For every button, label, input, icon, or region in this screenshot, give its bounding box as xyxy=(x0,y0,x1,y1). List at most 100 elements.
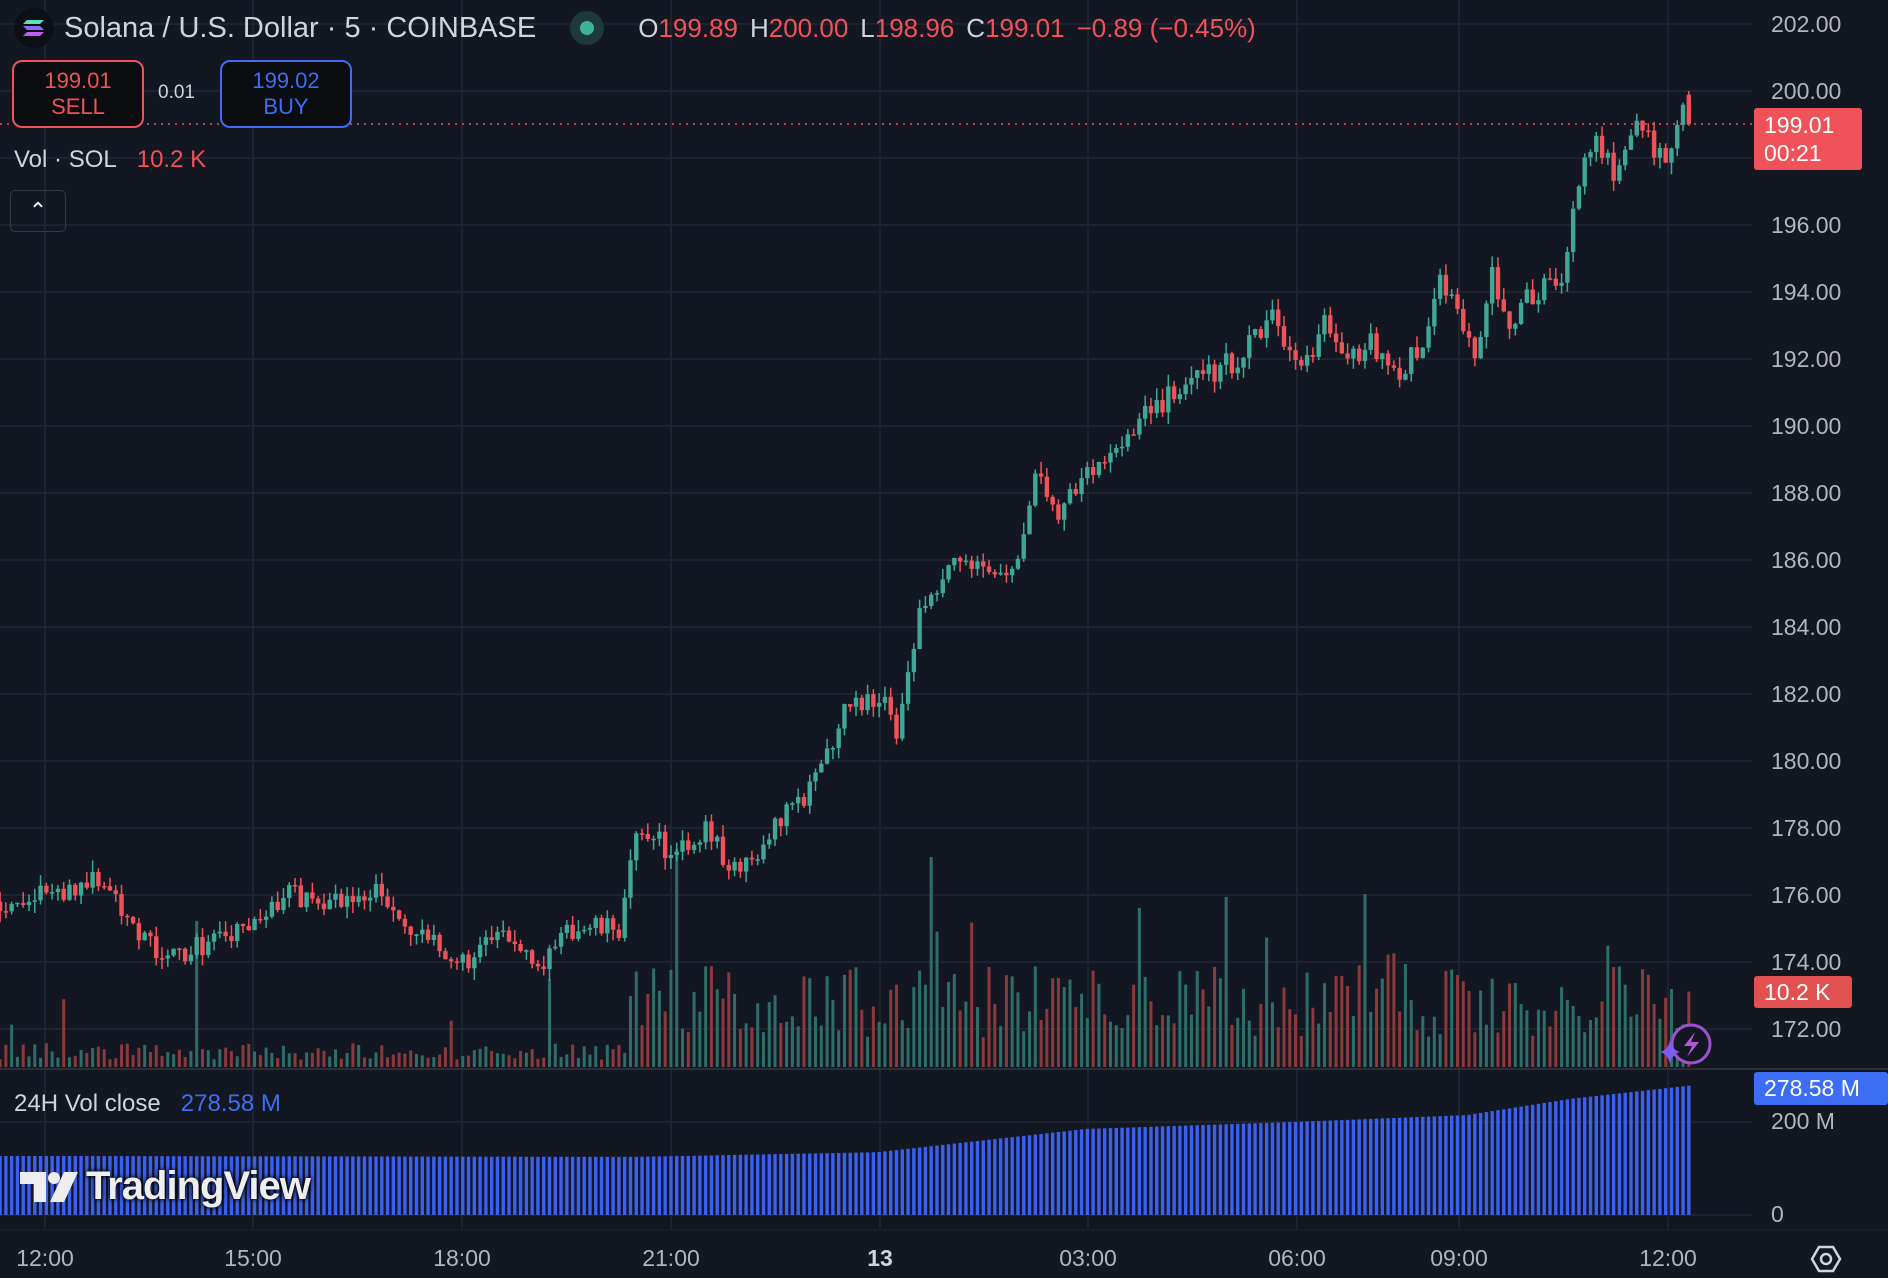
spread-value: 0.01 xyxy=(158,82,195,103)
volume-bar xyxy=(1004,975,1008,1067)
tradingview-logo[interactable]: TradingView xyxy=(18,1164,311,1209)
candle-body xyxy=(1067,489,1073,504)
volume-bar xyxy=(611,1049,615,1067)
time-tick-label: 13 xyxy=(867,1245,893,1271)
vol24-bar xyxy=(848,1152,852,1215)
candle-body xyxy=(130,917,136,924)
time-tick-label: 03:00 xyxy=(1059,1245,1117,1271)
vol24-bar xyxy=(773,1154,777,1215)
candle-body xyxy=(84,882,90,888)
volume-bar xyxy=(958,1010,962,1067)
vol24-bar xyxy=(756,1154,760,1215)
candle-body xyxy=(408,926,413,935)
vol24-bar xyxy=(223,1156,228,1215)
vol24-bar xyxy=(1490,1111,1494,1215)
volume-bar xyxy=(374,1052,378,1067)
candle-body xyxy=(807,781,812,806)
price-tick-label: 178.00 xyxy=(1771,815,1842,841)
volume-bar xyxy=(1334,975,1338,1067)
vol24-bar xyxy=(455,1156,459,1215)
vol24-bar xyxy=(1392,1117,1396,1215)
settings-icon[interactable] xyxy=(1810,1245,1842,1273)
candle-body xyxy=(1333,333,1339,343)
candle-body xyxy=(1235,367,1240,374)
volume-bar xyxy=(842,974,846,1067)
candle-body xyxy=(1218,364,1223,382)
sparkle-icon xyxy=(1660,1040,1680,1064)
volume-bar xyxy=(305,1052,309,1067)
volume-bar xyxy=(218,1049,222,1067)
volume-bar xyxy=(1461,981,1465,1067)
candle-body xyxy=(217,931,223,934)
time-tick-label: 18:00 xyxy=(433,1245,491,1271)
market-status-icon[interactable] xyxy=(570,11,605,45)
candle-body xyxy=(269,901,275,917)
candle-body xyxy=(518,944,523,951)
volume-bar xyxy=(871,1006,875,1067)
candle-body xyxy=(148,932,153,937)
vol24-bar xyxy=(1305,1121,1309,1215)
candle-body xyxy=(905,672,911,704)
volume-bar xyxy=(1565,999,1569,1067)
vol24-bar xyxy=(154,1156,158,1215)
symbol-title[interactable]: Solana / U.S. Dollar · 5 · COINBASE xyxy=(64,11,537,44)
volume-bar xyxy=(1305,972,1309,1067)
volume-bar xyxy=(264,1047,268,1067)
volume-bar xyxy=(1091,970,1095,1067)
collapse-legend-button[interactable]: ⌃ xyxy=(10,190,66,232)
price-tick-label: 202.00 xyxy=(1771,11,1842,37)
candle-body xyxy=(1640,120,1645,131)
candle-body xyxy=(986,566,992,572)
candle-body xyxy=(1270,309,1275,321)
candle-body xyxy=(570,924,575,939)
volume-bar xyxy=(1484,1024,1488,1067)
vol24-bar xyxy=(195,1156,199,1215)
volume-bar xyxy=(1502,1011,1506,1067)
volume-bar xyxy=(628,996,632,1067)
candle-body xyxy=(9,903,14,912)
vol24-bar xyxy=(1224,1124,1228,1215)
sell-button[interactable]: 199.01 SELL xyxy=(12,60,144,128)
candle-body xyxy=(888,696,893,715)
vol24-bar xyxy=(299,1156,303,1215)
candle-body xyxy=(73,884,78,896)
candle-body xyxy=(934,593,940,595)
volume-bar xyxy=(212,1059,216,1067)
vol24-bar xyxy=(1397,1117,1402,1215)
ohlc-values: O199.89 H200.00 L198.96 C199.01 −0.89 (−… xyxy=(638,13,1256,44)
vol24-bar xyxy=(1432,1116,1437,1215)
vol24-bar xyxy=(889,1150,893,1215)
candle-body xyxy=(1686,94,1692,125)
vol24-bar xyxy=(1669,1087,1674,1215)
volume-bar xyxy=(1450,969,1454,1067)
candle-body xyxy=(1380,353,1385,360)
candle-body xyxy=(1605,152,1611,158)
lightning-icon[interactable] xyxy=(1660,1023,1712,1065)
vol24-bar xyxy=(663,1156,667,1215)
volume-bar xyxy=(62,999,66,1067)
vol24-bar xyxy=(4,1155,8,1215)
volume-bar xyxy=(409,1050,413,1067)
candle-body xyxy=(1432,298,1437,327)
bar-countdown: 00:21 xyxy=(1764,140,1822,166)
vol24-bar xyxy=(594,1156,598,1215)
candle-body xyxy=(333,893,338,900)
vol24-legend[interactable]: 24H Vol close 278.58 M xyxy=(14,1090,281,1118)
vol24-tag: 278.58 M xyxy=(1754,1072,1888,1105)
candle-body xyxy=(119,893,124,916)
volume-legend[interactable]: Vol · SOL 10.2 K xyxy=(14,146,206,174)
buy-button[interactable]: 199.02 BUY xyxy=(220,60,352,128)
chevron-up-icon: ⌃ xyxy=(28,198,48,223)
vol24-bar xyxy=(796,1153,800,1215)
volume-bar xyxy=(941,1007,945,1067)
candle-body xyxy=(715,836,720,842)
volume-bar xyxy=(1114,1025,1118,1067)
volume-bar xyxy=(1577,1015,1581,1067)
vol24-bar xyxy=(461,1156,465,1215)
candle-body xyxy=(489,937,494,941)
candle-body xyxy=(622,897,627,938)
volume-bar xyxy=(681,1028,685,1067)
volume-bar xyxy=(484,1046,488,1067)
vol24-bar xyxy=(1143,1126,1147,1215)
